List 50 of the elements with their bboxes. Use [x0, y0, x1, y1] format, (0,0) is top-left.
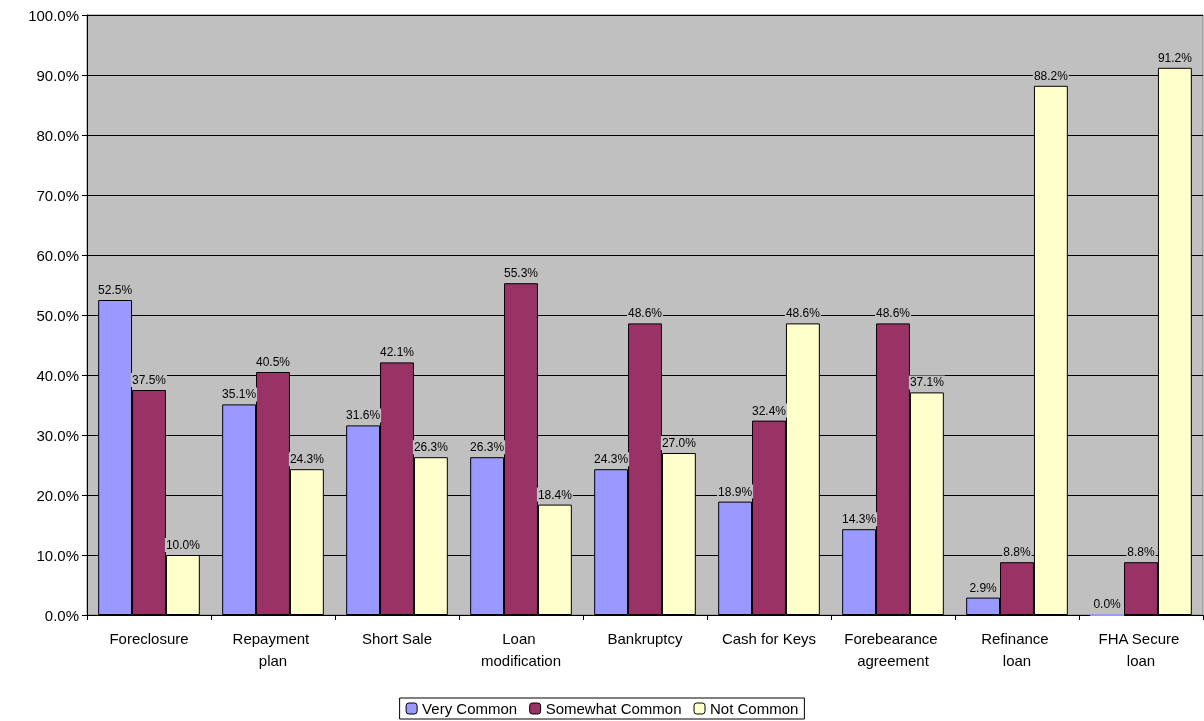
legend-label: Not Common: [710, 700, 799, 717]
data-label: 26.3%: [470, 440, 505, 455]
x-tick-label: Refinance loan: [981, 629, 1053, 669]
data-label: 24.3%: [594, 452, 629, 467]
x-tick-label: FHA Secure loan: [1098, 629, 1184, 669]
data-label: 14.3%: [842, 512, 877, 527]
data-label: 31.6%: [346, 408, 381, 423]
data-label: 18.9%: [718, 484, 753, 499]
data-label: 8.8%: [1003, 545, 1031, 560]
data-label: 37.1%: [909, 375, 945, 390]
x-tick-label: Bankruptcy: [607, 629, 684, 647]
data-label: 24.3%: [289, 452, 325, 467]
data-label: 18.4%: [537, 487, 573, 502]
data-label: 42.1%: [379, 345, 415, 360]
legend-label: Somewhat Common: [545, 700, 682, 717]
x-tick-label: Foreclosure: [109, 629, 189, 647]
x-tick-label: Forebearance agreement: [844, 629, 942, 669]
y-tick-label: 70.0%: [36, 186, 79, 204]
data-label: 55.3%: [503, 266, 539, 281]
data-label: 26.3%: [413, 440, 449, 455]
y-tick-label: 0.0%: [44, 606, 79, 624]
data-label: 35.1%: [222, 387, 257, 402]
y-tick-label: 60.0%: [36, 246, 79, 264]
data-label: 32.4%: [751, 403, 787, 418]
y-tick-label: 10.0%: [36, 546, 79, 564]
data-label: 0.0%: [1093, 597, 1122, 611]
data-label: 88.2%: [1033, 68, 1069, 83]
data-label: 37.5%: [131, 373, 167, 387]
y-tick-label: 50.0%: [36, 306, 79, 324]
data-label: 2.9%: [969, 580, 998, 595]
y-tick-label: 30.0%: [36, 426, 79, 444]
legend-label: Very Common: [422, 700, 518, 717]
data-label: 48.6%: [627, 306, 663, 321]
x-tick-label: Repayment plan: [232, 629, 314, 669]
data-label: 48.6%: [875, 306, 911, 321]
y-tick-label: 90.0%: [36, 66, 79, 84]
y-tick-label: 20.0%: [36, 486, 79, 504]
data-label: 8.8%: [1127, 545, 1155, 560]
data-label: 10.0%: [165, 538, 201, 552]
x-tick-label: Cash for Keys: [721, 629, 817, 647]
y-tick-label: 80.0%: [36, 126, 79, 144]
data-label: 40.5%: [255, 355, 291, 369]
x-tick-label: Short Sale: [361, 629, 433, 647]
x-tick-label: Loan modification: [480, 629, 562, 669]
data-label: 91.2%: [1157, 50, 1193, 65]
y-tick-label: 40.0%: [36, 366, 79, 384]
data-label: 48.6%: [785, 306, 821, 321]
y-tick-label: 100.0%: [28, 6, 79, 24]
data-label: 52.5%: [98, 283, 133, 297]
data-label: 27.0%: [661, 436, 697, 450]
